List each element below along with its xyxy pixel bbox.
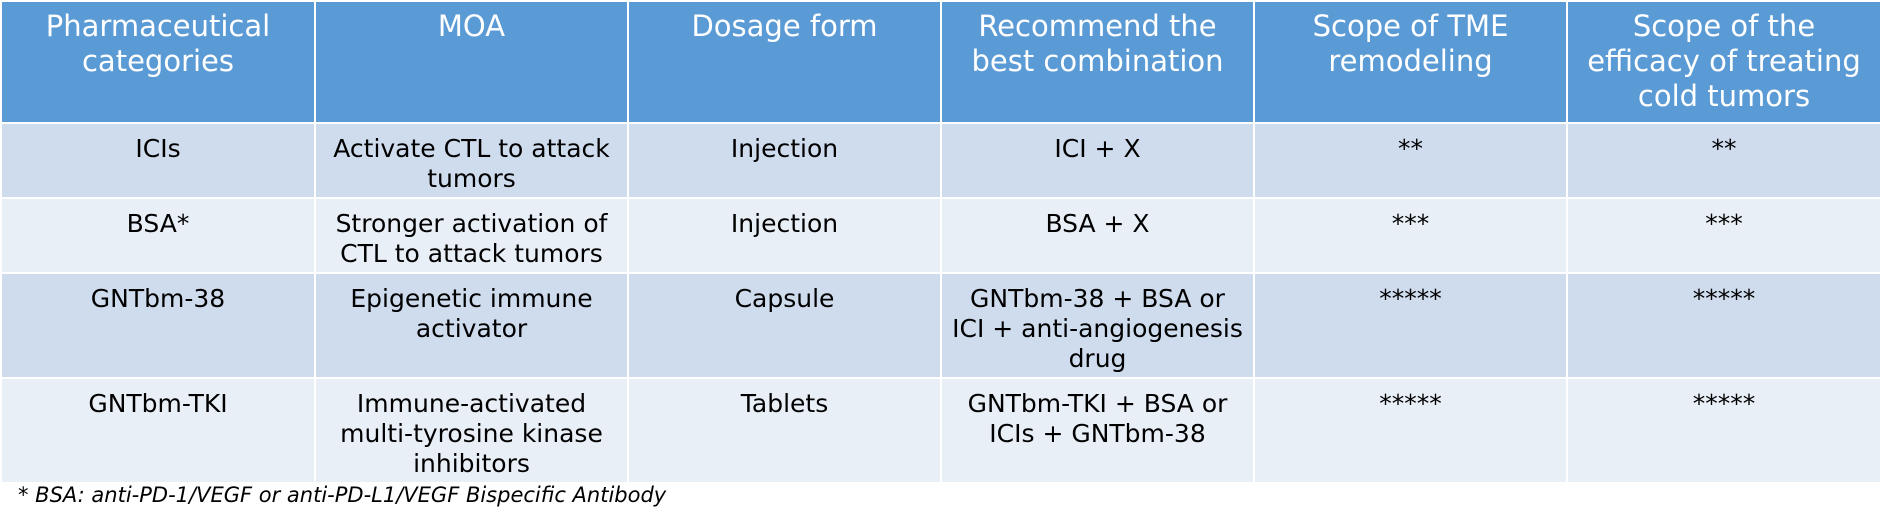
table-row: GNTbm-TKI Immune-activated multi-tyrosin… bbox=[0, 377, 1880, 484]
cell-moa: Stronger activation of CTL to attack tum… bbox=[314, 197, 629, 274]
footnote: * BSA: anti-PD-1/VEGF or anti-PD-L1/VEGF… bbox=[18, 483, 667, 507]
cell-moa: Epigenetic immune activator bbox=[314, 272, 629, 379]
table-row: GNTbm-38 Epigenetic immune activator Cap… bbox=[0, 272, 1880, 379]
header-pharmaceutical-categories: Pharmaceutical categories bbox=[0, 0, 316, 124]
cell-category: GNTbm-TKI bbox=[0, 377, 316, 484]
cell-cold-tumor-rating: ** bbox=[1566, 122, 1880, 199]
header-dosage-form: Dosage form bbox=[627, 0, 942, 124]
cell-tme-rating: ** bbox=[1253, 122, 1568, 199]
cell-moa: Activate CTL to attack tumors bbox=[314, 122, 629, 199]
header-cold-tumor-efficacy: Scope of the efficacy of treating cold t… bbox=[1566, 0, 1880, 124]
header-tme-remodeling: Scope of TME remodeling bbox=[1253, 0, 1568, 124]
table-row: BSA* Stronger activation of CTL to attac… bbox=[0, 197, 1880, 274]
table-row: ICIs Activate CTL to attack tumors Injec… bbox=[0, 122, 1880, 199]
drug-comparison-table: Pharmaceutical categories MOA Dosage for… bbox=[0, 0, 1880, 484]
cell-dosage-form: Injection bbox=[627, 122, 942, 199]
cell-cold-tumor-rating: ***** bbox=[1566, 272, 1880, 379]
drug-comparison-table-container: Pharmaceutical categories MOA Dosage for… bbox=[0, 0, 1880, 484]
cell-cold-tumor-rating: *** bbox=[1566, 197, 1880, 274]
cell-combination: GNTbm-38 + BSA or ICI + anti-angiogenesi… bbox=[940, 272, 1255, 379]
cell-cold-tumor-rating: ***** bbox=[1566, 377, 1880, 484]
cell-dosage-form: Capsule bbox=[627, 272, 942, 379]
cell-combination: BSA + X bbox=[940, 197, 1255, 274]
cell-combination: ICI + X bbox=[940, 122, 1255, 199]
cell-dosage-form: Tablets bbox=[627, 377, 942, 484]
table-header-row: Pharmaceutical categories MOA Dosage for… bbox=[0, 0, 1880, 124]
header-moa: MOA bbox=[314, 0, 629, 124]
cell-category: GNTbm-38 bbox=[0, 272, 316, 379]
cell-tme-rating: ***** bbox=[1253, 377, 1568, 484]
cell-moa: Immune-activated multi-tyrosine kinase i… bbox=[314, 377, 629, 484]
cell-combination: GNTbm-TKI + BSA or ICIs + GNTbm-38 bbox=[940, 377, 1255, 484]
cell-category: ICIs bbox=[0, 122, 316, 199]
cell-tme-rating: *** bbox=[1253, 197, 1568, 274]
cell-category: BSA* bbox=[0, 197, 316, 274]
cell-dosage-form: Injection bbox=[627, 197, 942, 274]
header-best-combination: Recommend the best combination bbox=[940, 0, 1255, 124]
cell-tme-rating: ***** bbox=[1253, 272, 1568, 379]
